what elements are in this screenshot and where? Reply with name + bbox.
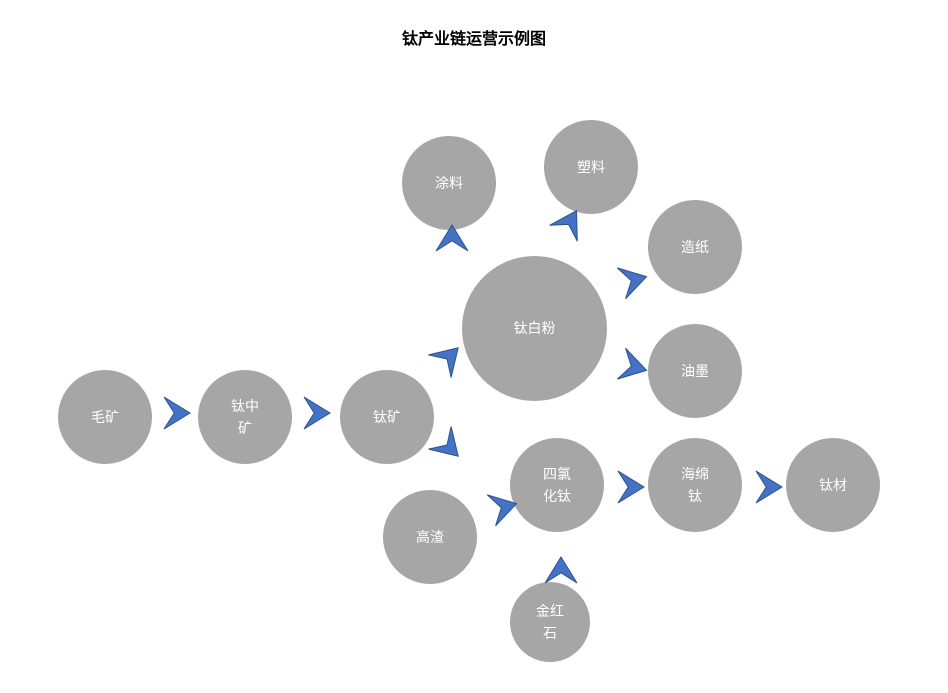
arrow-a1 xyxy=(163,396,191,430)
node-suliao: 塑料 xyxy=(544,120,638,214)
arrow-a2 xyxy=(303,396,331,430)
node-maokuang: 毛矿 xyxy=(58,370,152,464)
diagram-title: 钛产业链运营示例图 xyxy=(0,25,948,49)
node-taibaifen: 钛白粉 xyxy=(462,256,607,401)
node-haimian: 海绵钛 xyxy=(648,438,742,532)
arrow-a8 xyxy=(616,347,652,387)
arrow-a4 xyxy=(427,425,471,469)
node-taikuang: 钛矿 xyxy=(340,370,434,464)
arrow-a12 xyxy=(755,470,783,504)
node-jinhong: 金红石 xyxy=(510,582,590,662)
node-gaozha: 高渣 xyxy=(383,490,477,584)
node-taicai: 钛材 xyxy=(786,438,880,532)
node-taizhong: 钛中矿 xyxy=(198,370,292,464)
node-tuliao: 涂料 xyxy=(402,136,496,230)
node-zaozhi: 造纸 xyxy=(648,200,742,294)
arrow-a10 xyxy=(544,556,578,584)
arrow-a7 xyxy=(616,260,652,300)
node-silv: 四氯化钛 xyxy=(510,438,604,532)
node-youmo: 油墨 xyxy=(648,324,742,418)
arrow-a11 xyxy=(617,470,645,504)
diagram-canvas: 钛产业链运营示例图 毛矿钛中矿钛矿钛白粉 涂料塑料造纸油墨高渣四氯化钛金红石海绵钛… xyxy=(0,0,948,693)
arrow-a5 xyxy=(435,224,469,252)
